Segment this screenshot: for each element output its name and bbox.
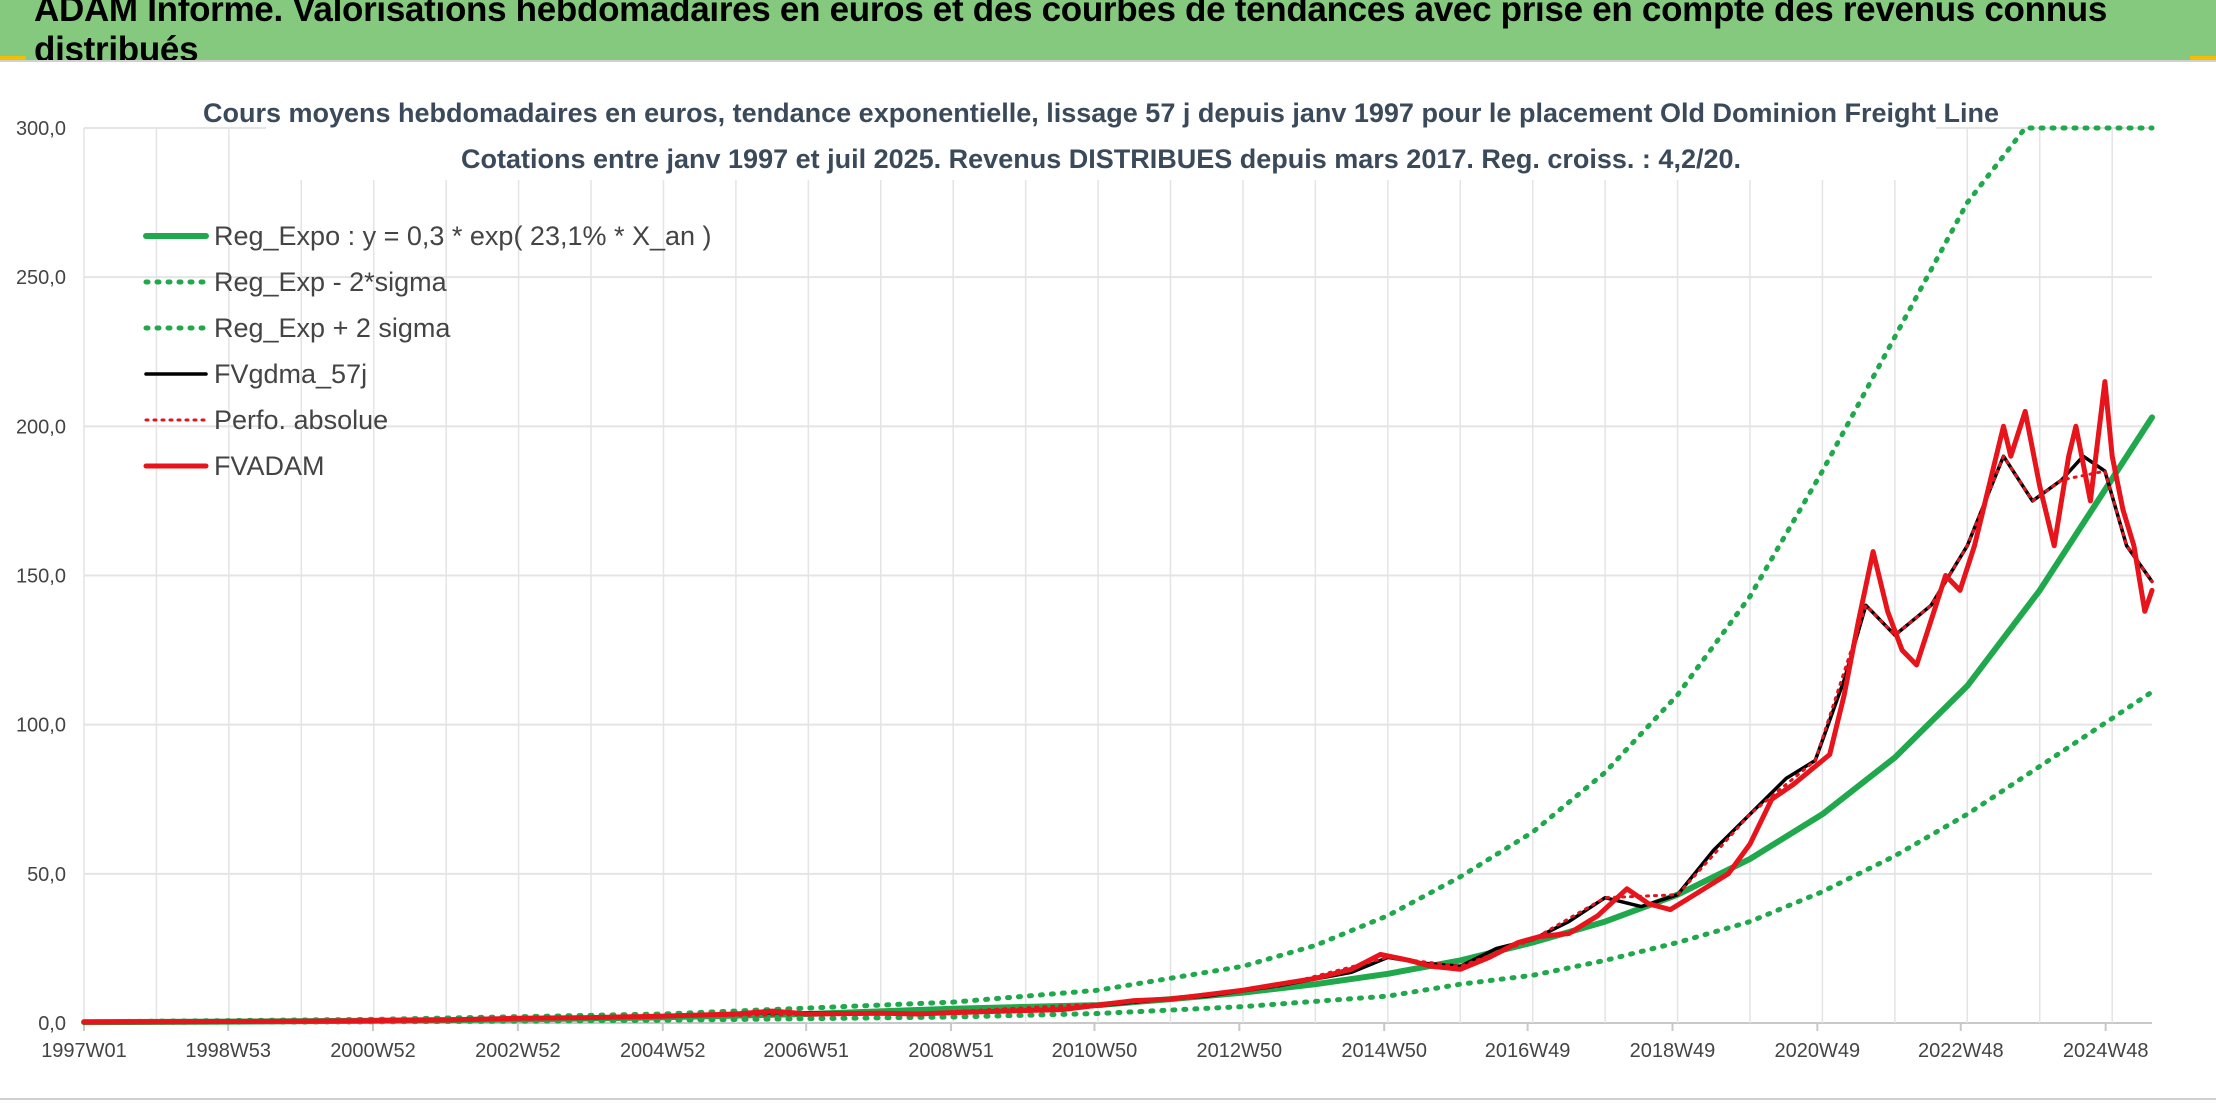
x-tick-label: 2002W52 xyxy=(475,1040,561,1062)
x-tick-label: 2016W49 xyxy=(1485,1040,1571,1062)
y-tick-labels: 0,0 50,0 100,0 150,0 200,0 250,0 300,0 xyxy=(16,118,66,1035)
legend-entry: FVgdma_57j xyxy=(214,359,367,389)
y-tick-label: 200,0 xyxy=(16,416,66,438)
series-line-1 xyxy=(81,689,2155,1025)
grid-layer xyxy=(83,127,2152,1031)
y-tick-label: 250,0 xyxy=(16,267,66,289)
x-tick-label: 2004W52 xyxy=(620,1040,706,1062)
y-tick-label: 300,0 xyxy=(16,118,66,140)
x-tick-label: 2020W49 xyxy=(1775,1040,1861,1062)
x-tick-label: 2018W49 xyxy=(1630,1040,1716,1062)
y-tick-label: 100,0 xyxy=(16,715,66,737)
series-line-0 xyxy=(81,414,2155,1026)
series-line-4 xyxy=(82,454,2154,1024)
banner-corner-left xyxy=(0,56,26,62)
x-tick-label: 2006W51 xyxy=(763,1040,849,1062)
report-banner-title: ADAM Informe. Valorisations hebdomadaire… xyxy=(0,0,2216,69)
legend-entry: Reg_Exp - 2*sigma xyxy=(214,267,448,297)
banner-corner-right xyxy=(2190,56,2216,62)
x-tick-label: 2000W52 xyxy=(330,1040,416,1062)
y-tick-label: 50,0 xyxy=(27,864,66,886)
y-tick-label: 150,0 xyxy=(16,566,66,588)
series-line-3 xyxy=(82,454,2154,1024)
chart-frame: 0,0 50,0 100,0 150,0 200,0 250,0 300,0 1997W01… xyxy=(0,60,2216,1100)
chart-title: Cours moyens hebdomadaires en euros, ten… xyxy=(203,98,1999,128)
x-tick-labels: 1997W01 1998W53 2000W52 2002W52 2004W52 2006W… xyxy=(41,1040,2148,1062)
y-tick-label: 0,0 xyxy=(38,1013,66,1035)
x-tick-label: 1997W01 xyxy=(41,1040,127,1062)
chart-subtitle: Cotations entre janv 1997 et juil 2025. … xyxy=(461,144,1741,174)
x-tick-label: 2010W50 xyxy=(1052,1040,1138,1062)
x-tick-label: 2024W48 xyxy=(2063,1040,2149,1062)
series-line-2 xyxy=(81,125,2155,1025)
series-line-5 xyxy=(81,379,2155,1025)
legend: Reg_Expo : y = 0,3 * exp( 23,1% * X_an )… xyxy=(143,221,712,481)
series-layer xyxy=(81,125,2155,1026)
legend-entry: Reg_Expo : y = 0,3 * exp( 23,1% * X_an ) xyxy=(214,221,712,251)
line-chart: 0,0 50,0 100,0 150,0 200,0 250,0 300,0 1997W01… xyxy=(16,88,2155,1062)
x-tick-label: 2014W50 xyxy=(1341,1040,1427,1062)
title-backdrop xyxy=(266,88,1936,180)
x-tick-label: 1998W53 xyxy=(185,1040,271,1062)
legend-entry: Perfo. absolue xyxy=(214,405,388,435)
x-tick-label: 2008W51 xyxy=(908,1040,994,1062)
legend-entry: Reg_Exp + 2 sigma xyxy=(214,313,451,343)
legend-entry: FVADAM xyxy=(214,451,325,481)
x-tick-label: 2022W48 xyxy=(1918,1040,2004,1062)
x-tick-label: 2012W50 xyxy=(1197,1040,1283,1062)
